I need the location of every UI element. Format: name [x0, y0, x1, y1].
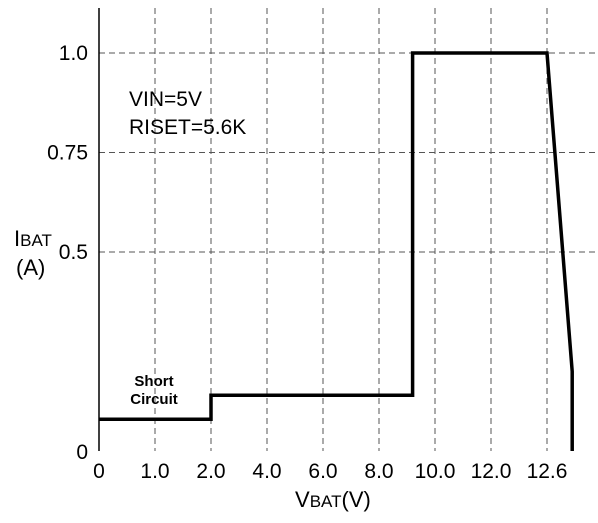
x-axis-title-main: V — [295, 487, 310, 512]
annotation-vin: VIN=5V — [129, 88, 202, 111]
x-tick-label: 8.0 — [364, 460, 393, 483]
series — [99, 51, 574, 451]
annotation-riset: RISET=5.6K — [129, 116, 246, 139]
y-axis-title: IBAT — [14, 226, 52, 251]
y-tick-label: 0.75 — [47, 142, 88, 165]
y-tick-label: 0.5 — [59, 241, 88, 264]
x-tick-label: 6.0 — [308, 460, 337, 483]
annotation-circuit: Circuit — [130, 391, 178, 408]
y-tick-label: 0 — [76, 441, 88, 464]
annotation-short: Short — [134, 373, 173, 390]
grid — [99, 8, 598, 451]
y-axis-title-sub: BAT — [20, 231, 52, 250]
x-tick-label: 1.0 — [140, 460, 169, 483]
x-tick-label: 4.0 — [252, 460, 281, 483]
x-tick-label: 12.6 — [527, 460, 568, 483]
x-tick-label: 12.0 — [471, 460, 512, 483]
y-tick-label: 1.0 — [59, 42, 88, 65]
x-axis-title: VBAT(V) — [295, 487, 371, 512]
series-line — [99, 51, 574, 451]
x-tick-label: 0 — [93, 460, 105, 483]
x-axis-title-sub: BAT — [310, 492, 342, 511]
x-axis-title-unit: (V) — [342, 487, 371, 512]
y-axis-unit: (A) — [16, 255, 45, 280]
tick-labels: 0 1.0 2.0 4.0 6.0 8.0 10.0 12.0 12.6 0 0.5 0.75 1.0 — [47, 42, 567, 483]
x-tick-label: 10.0 — [415, 460, 456, 483]
x-tick-label: 2.0 — [196, 460, 225, 483]
y-axis-title-main: I — [14, 226, 20, 251]
